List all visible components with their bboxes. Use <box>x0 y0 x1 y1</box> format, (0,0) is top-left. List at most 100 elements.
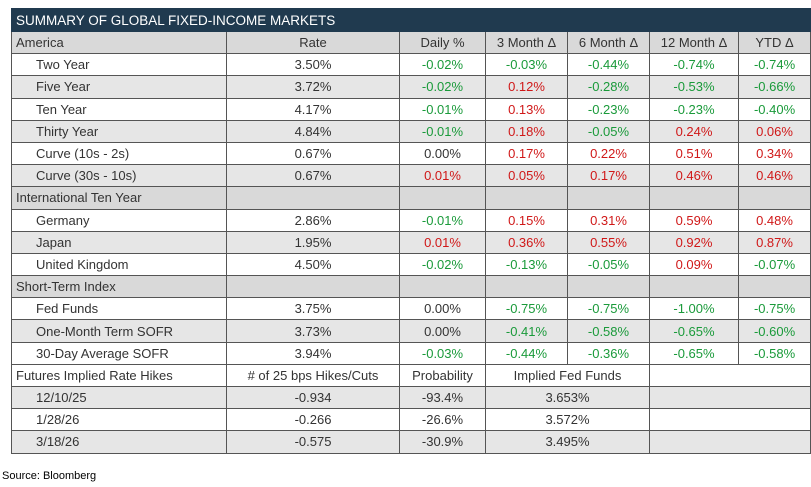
cell-ytd: 0.46% <box>737 164 811 188</box>
cell-rate: 3.72% <box>226 75 400 99</box>
row-label: Five Year <box>11 75 227 99</box>
cell-m6: -0.36% <box>567 341 650 365</box>
cell-rate: 0.67% <box>226 141 400 166</box>
cell-m12: 0.92% <box>649 230 739 254</box>
cell-ytd: 0.34% <box>737 141 811 166</box>
empty-cell <box>226 275 400 299</box>
cell-ytd: 0.48% <box>737 208 811 232</box>
cell-ytd: 0.06% <box>737 119 811 143</box>
futures-date: 12/10/25 <box>11 385 227 410</box>
col-header-rate: Rate <box>226 30 400 55</box>
empty-cell <box>648 363 811 388</box>
fixed-income-summary: SUMMARY OF GLOBAL FIXED-INCOME MARKETS A… <box>10 8 811 460</box>
cell-m3: 0.05% <box>485 164 568 188</box>
cell-daily: 0.01% <box>399 164 486 188</box>
cell-m3: 0.18% <box>485 119 568 143</box>
table-row: One-Month Term SOFR 3.73% 0.00% -0.41% -0.58… <box>11 319 811 343</box>
cell-m6: -0.05% <box>567 119 650 143</box>
futures-row: 3/18/26 -0.575 -30.9% 3.495% <box>11 430 811 454</box>
empty-cell <box>485 275 568 299</box>
cell-rate: 3.75% <box>226 297 400 321</box>
cell-m12: -1.00% <box>649 297 739 321</box>
empty-cell <box>649 186 739 210</box>
col-header-12month: 12 Month Δ <box>649 30 739 55</box>
empty-cell <box>399 186 486 210</box>
col-header-ytd: YTD Δ <box>737 30 811 55</box>
cell-m3: -0.03% <box>485 53 568 77</box>
table-title-row: SUMMARY OF GLOBAL FIXED-INCOME MARKETS <box>10 8 811 32</box>
row-label: Ten Year <box>11 97 227 121</box>
futures-row: 12/10/25 -0.934 -93.4% 3.653% <box>11 385 811 410</box>
table-row: Germany 2.86% -0.01% 0.15% 0.31% 0.59% 0.48% <box>11 208 811 232</box>
cell-m6: 0.31% <box>567 208 650 232</box>
table-title: SUMMARY OF GLOBAL FIXED-INCOME MARKETS <box>10 8 811 32</box>
cell-m6: -0.28% <box>567 75 650 99</box>
empty-cell <box>648 385 811 410</box>
row-label: Curve (30s - 10s) <box>11 164 227 188</box>
section-header-futures: Futures Implied Rate Hikes <box>11 363 227 388</box>
source-note: Source: Bloomberg <box>2 470 97 482</box>
row-label: Curve (10s - 2s) <box>11 141 227 166</box>
cell-ytd: -0.66% <box>737 75 811 99</box>
section-header-america: America <box>11 30 227 55</box>
empty-cell <box>567 186 650 210</box>
empty-cell <box>226 186 400 210</box>
cell-m3: 0.17% <box>485 141 568 166</box>
cell-m12: -0.65% <box>649 341 739 365</box>
table-row: Curve (30s - 10s) 0.67% 0.01% 0.05% 0.17% 0.4… <box>11 164 811 188</box>
empty-cell <box>649 275 739 299</box>
cell-m12: -0.65% <box>649 319 739 343</box>
table-row: Fed Funds 3.75% 0.00% -0.75% -0.75% -1.00% -0.… <box>11 297 811 321</box>
cell-ytd: -0.58% <box>737 341 811 365</box>
cell-daily: -0.01% <box>399 97 486 121</box>
cell-hikes: -0.575 <box>226 430 400 454</box>
cell-m6: -0.75% <box>567 297 650 321</box>
cell-m12: 0.09% <box>649 252 739 277</box>
cell-rate: 4.50% <box>226 252 400 277</box>
america-header-row: America Rate Daily % 3 Month Δ 6 Month Δ… <box>11 30 811 55</box>
cell-m3: 0.12% <box>485 75 568 99</box>
cell-m6: -0.44% <box>567 53 650 77</box>
cell-daily: -0.02% <box>399 75 486 99</box>
row-label: One-Month Term SOFR <box>11 319 227 343</box>
futures-date: 1/28/26 <box>11 408 227 432</box>
summary-table: SUMMARY OF GLOBAL FIXED-INCOME MARKETS A… <box>10 8 811 454</box>
cell-m12: -0.74% <box>649 53 739 77</box>
table-row: Curve (10s - 2s) 0.67% 0.00% 0.17% 0.22% 0.51… <box>11 141 811 166</box>
table-row: United Kingdom 4.50% -0.02% -0.13% -0.05% 0.0… <box>11 252 811 277</box>
col-header-daily: Daily % <box>399 30 486 55</box>
table-row: Five Year 3.72% -0.02% 0.12% -0.28% -0.53% -0.… <box>11 75 811 99</box>
futures-date: 3/18/26 <box>11 430 227 454</box>
cell-probability: -93.4% <box>399 385 486 410</box>
cell-m6: 0.17% <box>567 164 650 188</box>
col-header-probability: Probability <box>399 363 486 388</box>
cell-implied-fed-funds: 3.653% <box>485 385 650 410</box>
cell-hikes: -0.266 <box>226 408 400 432</box>
cell-daily: -0.01% <box>399 208 486 232</box>
cell-m3: -0.13% <box>485 252 568 277</box>
cell-m12: -0.53% <box>649 75 739 99</box>
table-row: Two Year 3.50% -0.02% -0.03% -0.44% -0.74% -0.… <box>11 53 811 77</box>
table-row: Japan 1.95% 0.01% 0.36% 0.55% 0.92% 0.87% <box>11 230 811 254</box>
cell-ytd: -0.74% <box>737 53 811 77</box>
cell-daily: 0.00% <box>399 141 486 166</box>
cell-m3: 0.13% <box>485 97 568 121</box>
cell-rate: 0.67% <box>226 164 400 188</box>
cell-m6: 0.22% <box>567 141 650 166</box>
cell-daily: -0.03% <box>399 341 486 365</box>
empty-cell <box>648 430 811 454</box>
cell-m12: 0.51% <box>649 141 739 166</box>
col-header-3month: 3 Month Δ <box>485 30 568 55</box>
cell-ytd: -0.60% <box>737 319 811 343</box>
cell-m12: -0.23% <box>649 97 739 121</box>
cell-daily: 0.01% <box>399 230 486 254</box>
cell-m3: -0.41% <box>485 319 568 343</box>
row-label: Thirty Year <box>11 119 227 143</box>
cell-ytd: -0.40% <box>737 97 811 121</box>
cell-rate: 1.95% <box>226 230 400 254</box>
cell-rate: 3.94% <box>226 341 400 365</box>
cell-hikes: -0.934 <box>226 385 400 410</box>
cell-daily: 0.00% <box>399 319 486 343</box>
cell-probability: -26.6% <box>399 408 486 432</box>
cell-m6: -0.23% <box>567 97 650 121</box>
